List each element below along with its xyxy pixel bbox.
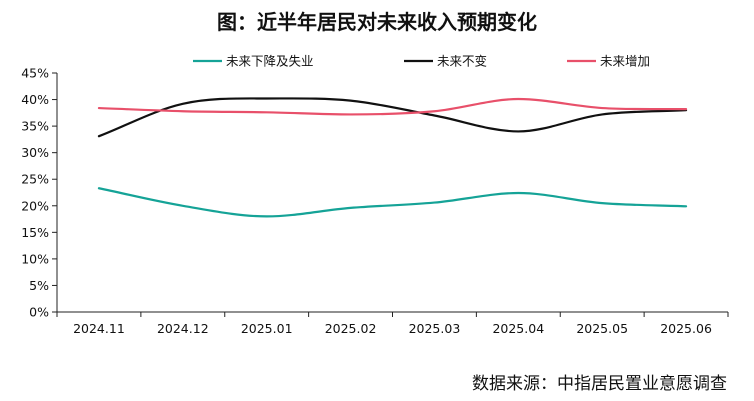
series-line-2 [97, 97, 688, 116]
legend-label-1: 未来不变 [437, 54, 487, 69]
y-axis-ticks: 0% 5% 10% 15% 20% 25% 30% 35% 40% 45% [21, 66, 57, 320]
legend-label-2: 未来增加 [600, 54, 650, 69]
x-tick-label: 2024.11 [73, 321, 125, 336]
y-tick-label: 15% [21, 225, 49, 240]
series-line-1 [97, 97, 688, 138]
x-axis-ticks: 2024.11 2024.12 2025.01 2025.02 2025.03 2025.… [56, 312, 729, 336]
y-tick-label: 30% [21, 145, 49, 160]
x-tick-label: 2025.01 [241, 321, 293, 336]
y-tick-label: 40% [21, 92, 49, 107]
x-tick-label: 2025.04 [492, 321, 544, 336]
x-tick-label: 2025.06 [660, 321, 712, 336]
legend-label-0: 未来下降及失业 [226, 54, 314, 69]
x-tick-label: 2025.03 [409, 321, 461, 336]
y-tick-label: 25% [21, 172, 49, 187]
legend: 未来下降及失业 未来不变 未来增加 [193, 54, 650, 69]
x-tick-label: 2024.12 [157, 321, 209, 336]
series-lines [97, 97, 688, 218]
chart-title: 图：近半年居民对未来收入预期变化 [217, 10, 537, 34]
y-tick-label: 0% [29, 305, 49, 320]
y-tick-label: 10% [21, 251, 49, 266]
x-tick-label: 2025.02 [325, 321, 377, 336]
series-line-0 [97, 187, 688, 218]
source-note: 数据来源：中指居民置业意愿调查 [472, 374, 727, 394]
y-tick-label: 20% [21, 198, 49, 213]
x-tick-label: 2025.05 [576, 321, 628, 336]
y-tick-label: 35% [21, 119, 49, 134]
y-tick-label: 45% [21, 66, 49, 81]
plot-area: 0%5%10%15%20%25%30%35%40%45% 2024.11 2024… [21, 66, 729, 336]
y-tick-label: 5% [29, 278, 49, 293]
